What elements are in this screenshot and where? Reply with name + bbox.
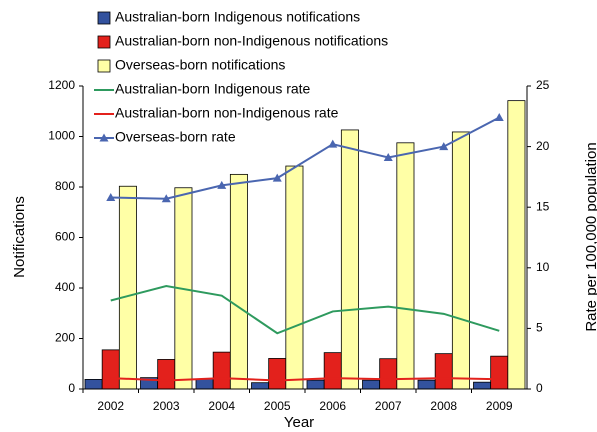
line — [110, 284, 500, 335]
y-tick-label: 400 — [55, 280, 75, 294]
legend-label: Australian-born non-Indigenous notificat… — [115, 33, 388, 49]
marker — [383, 153, 393, 162]
bar — [212, 351, 231, 390]
bar — [507, 100, 526, 390]
bar — [379, 358, 398, 390]
bar — [251, 382, 270, 390]
legend-swatch — [97, 59, 111, 73]
marker — [161, 194, 171, 203]
y-tick-label: 600 — [55, 230, 75, 244]
marker — [99, 133, 109, 142]
marker — [494, 113, 504, 122]
marker — [272, 173, 282, 182]
x-axis-label: Year — [284, 414, 314, 431]
y2-tick-label: 0 — [536, 381, 543, 395]
bar — [84, 379, 103, 390]
x-tick-label: 2005 — [264, 399, 291, 413]
x-tick-label: 2003 — [153, 399, 180, 413]
x-tick-label: 2009 — [486, 399, 513, 413]
bar — [101, 349, 120, 390]
bar — [306, 379, 325, 390]
bar — [434, 353, 453, 390]
y-tick-label: 1200 — [48, 78, 75, 92]
y-tick-label: 1000 — [48, 129, 75, 143]
legend-swatch — [97, 35, 111, 49]
line — [110, 377, 500, 382]
bar — [285, 165, 304, 390]
y-axis-label: Notifications — [11, 196, 28, 278]
y2-tick-label: 10 — [536, 260, 550, 274]
y2-tick-label: 20 — [536, 139, 550, 153]
bar — [229, 173, 248, 390]
bar — [268, 358, 287, 390]
legend-label: Australian-born non-Indigenous rate — [115, 105, 339, 121]
bar — [396, 142, 415, 390]
y-tick-label: 200 — [55, 331, 75, 345]
marker — [217, 180, 227, 189]
line — [110, 116, 500, 200]
bar — [417, 379, 436, 390]
x-tick-label: 2004 — [208, 399, 235, 413]
x-tick-label: 2008 — [430, 399, 457, 413]
bar — [362, 379, 381, 390]
y-tick-label: 800 — [55, 179, 75, 193]
marker — [106, 193, 116, 202]
bar — [473, 381, 492, 390]
x-tick-label: 2006 — [319, 399, 346, 413]
legend-label: Overseas-born notifications — [115, 57, 285, 73]
legend-swatch — [97, 11, 111, 25]
x-tick-label: 2007 — [375, 399, 402, 413]
bar — [118, 185, 137, 390]
y-tick-label: 0 — [68, 381, 75, 395]
y2-tick-label: 15 — [536, 199, 550, 213]
marker — [328, 139, 338, 148]
legend-label: Overseas-born rate — [115, 129, 236, 145]
bar — [157, 359, 176, 390]
legend-label: Australian-born Indigenous rate — [115, 81, 311, 97]
bar — [490, 355, 509, 390]
y2-tick-label: 5 — [536, 321, 543, 335]
bar — [323, 352, 342, 390]
bar — [451, 131, 470, 390]
bar — [195, 378, 214, 390]
x-tick-label: 2002 — [97, 399, 124, 413]
y2-axis-label: Rate per 100,000 population — [583, 142, 597, 331]
bar — [340, 129, 359, 390]
marker — [439, 142, 449, 151]
y2-tick-label: 25 — [536, 78, 550, 92]
legend-label: Australian-born Indigenous notifications — [115, 9, 360, 25]
